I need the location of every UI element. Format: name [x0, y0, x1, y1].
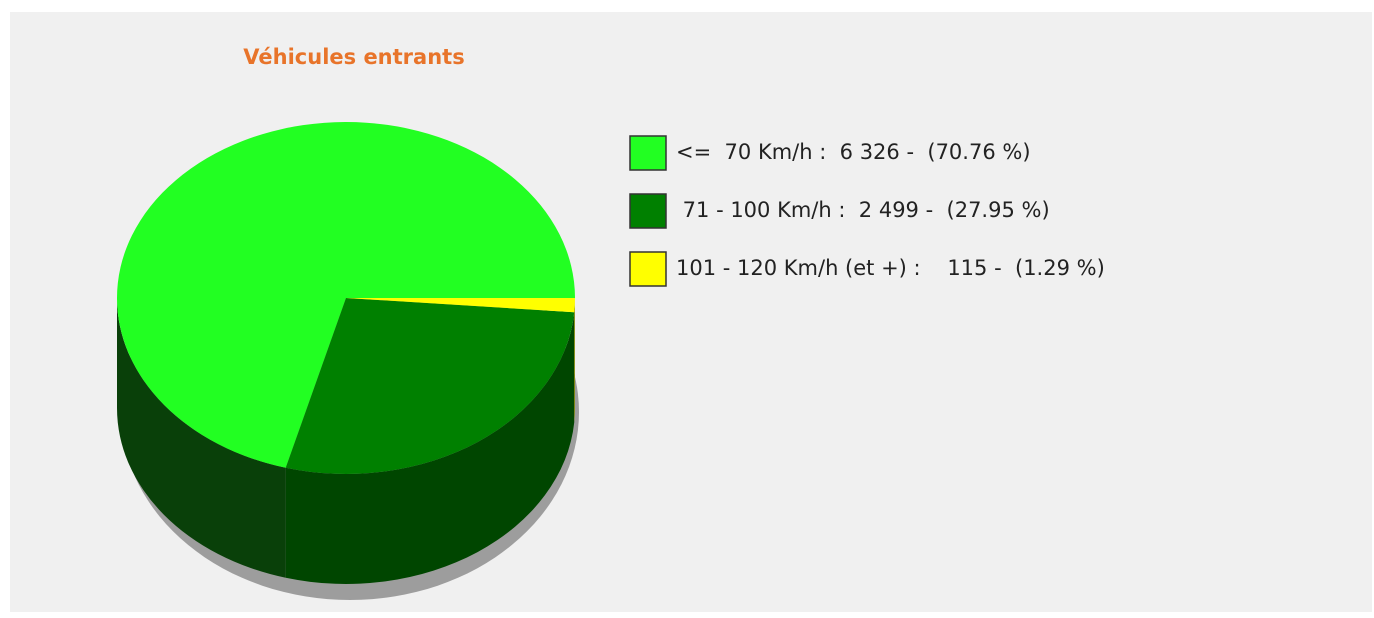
- slice: [285, 298, 575, 474]
- slice-side: [117, 298, 286, 578]
- slice-side: [574, 298, 575, 423]
- legend-swatch: [629, 193, 667, 229]
- legend-swatch: [629, 251, 667, 287]
- legend-swatch: [629, 135, 667, 171]
- chart-title: Véhicules entrants: [243, 45, 464, 69]
- slice-side: [285, 312, 575, 585]
- legend-label: 101 - 120 Km/h (et +) : 115 - (1.29 %): [676, 256, 1105, 280]
- legend-label: 71 - 100 Km/h : 2 499 - (27.95 %): [676, 198, 1050, 222]
- legend-label: <= 70 Km/h : 6 326 - (70.76 %): [676, 140, 1031, 164]
- slice: [346, 298, 575, 313]
- slice: [117, 122, 576, 468]
